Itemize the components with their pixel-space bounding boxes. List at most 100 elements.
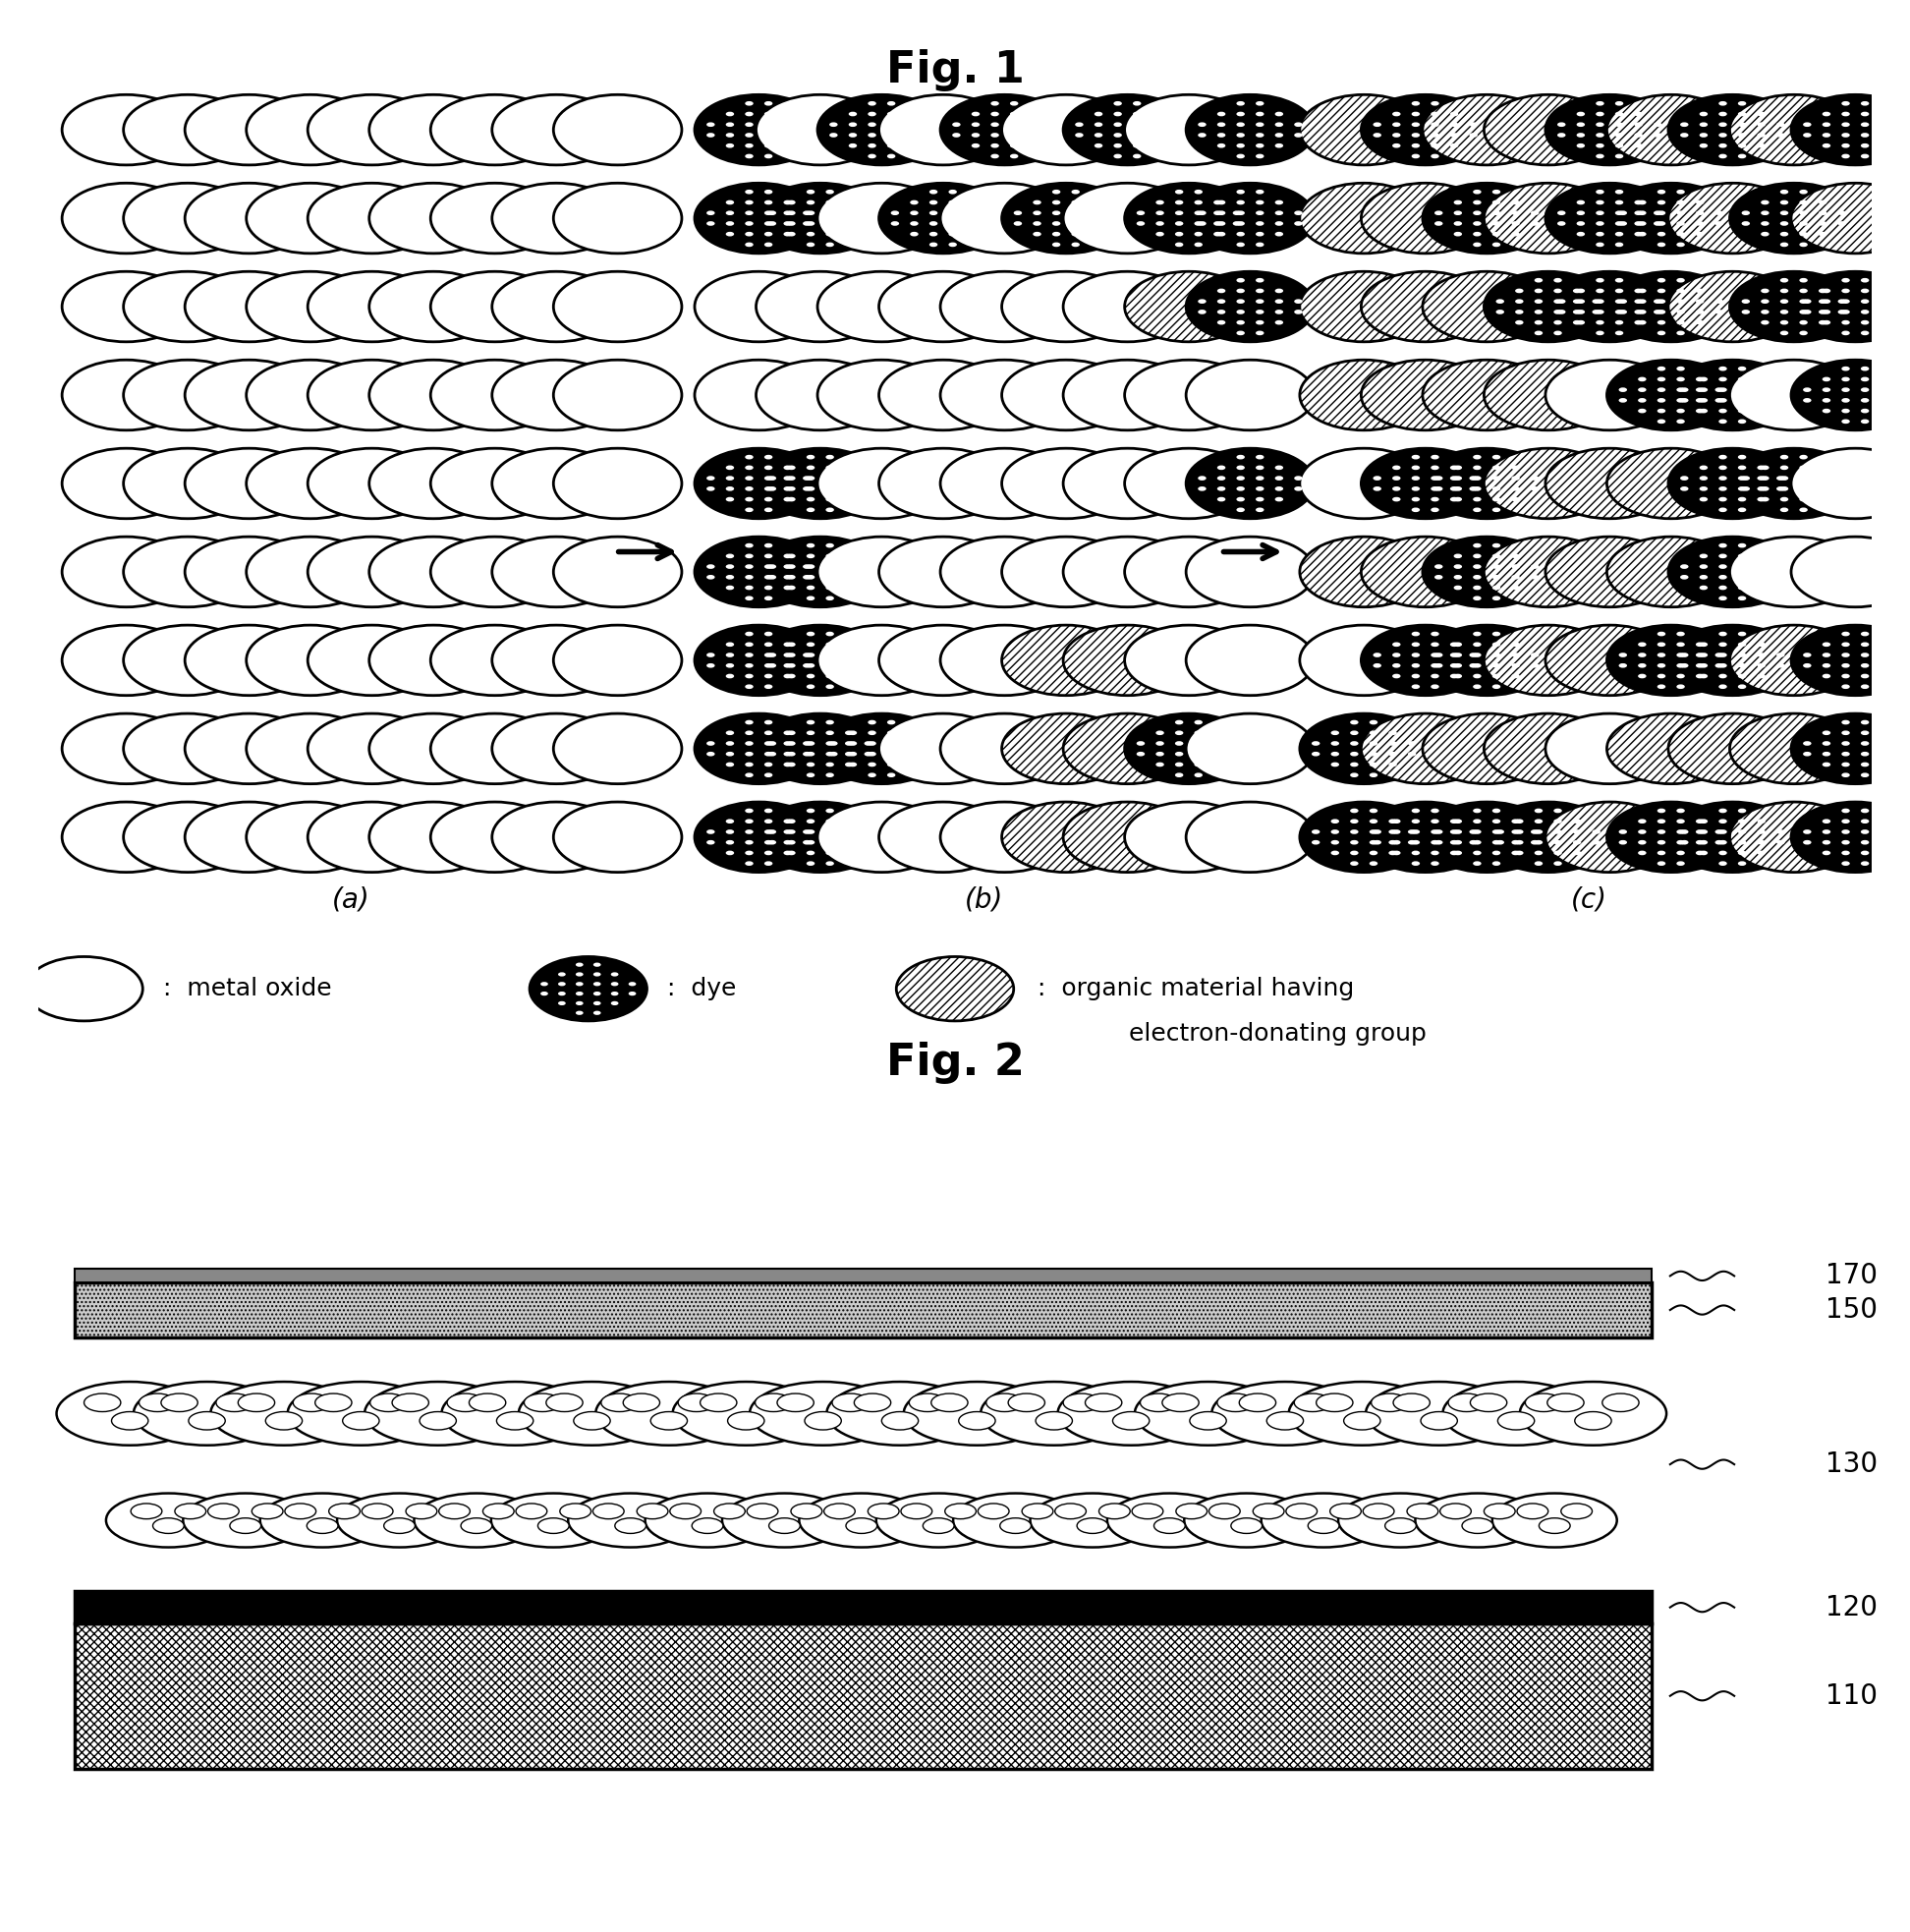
Ellipse shape xyxy=(1274,143,1284,149)
Ellipse shape xyxy=(1738,122,1746,128)
Ellipse shape xyxy=(802,211,812,214)
Ellipse shape xyxy=(1236,155,1245,158)
Ellipse shape xyxy=(745,585,753,589)
Ellipse shape xyxy=(764,222,774,226)
Ellipse shape xyxy=(493,537,621,607)
Ellipse shape xyxy=(1677,388,1685,392)
Ellipse shape xyxy=(1792,802,1910,871)
Ellipse shape xyxy=(1899,309,1908,315)
Ellipse shape xyxy=(844,840,854,844)
Ellipse shape xyxy=(802,576,812,580)
Ellipse shape xyxy=(1072,189,1079,193)
Ellipse shape xyxy=(695,802,823,871)
Ellipse shape xyxy=(185,448,313,518)
Ellipse shape xyxy=(1156,222,1163,226)
Ellipse shape xyxy=(844,730,854,736)
Ellipse shape xyxy=(787,752,796,755)
Ellipse shape xyxy=(1008,1393,1045,1412)
Ellipse shape xyxy=(1194,201,1203,205)
Ellipse shape xyxy=(745,808,753,813)
Ellipse shape xyxy=(1431,487,1438,491)
Ellipse shape xyxy=(1217,497,1226,502)
Ellipse shape xyxy=(1696,388,1704,392)
Ellipse shape xyxy=(1757,819,1765,823)
Ellipse shape xyxy=(1700,663,1708,668)
Ellipse shape xyxy=(1217,288,1226,294)
Ellipse shape xyxy=(1639,398,1646,402)
Ellipse shape xyxy=(863,663,873,668)
Ellipse shape xyxy=(764,742,774,746)
Ellipse shape xyxy=(787,211,796,214)
Ellipse shape xyxy=(1879,819,1889,823)
Ellipse shape xyxy=(787,232,796,236)
Ellipse shape xyxy=(1658,840,1666,844)
Ellipse shape xyxy=(1899,133,1908,137)
Ellipse shape xyxy=(756,95,884,164)
Ellipse shape xyxy=(1091,201,1098,205)
Ellipse shape xyxy=(879,537,1007,607)
Ellipse shape xyxy=(1860,408,1870,413)
Ellipse shape xyxy=(1213,742,1222,746)
Ellipse shape xyxy=(1730,448,1858,518)
Ellipse shape xyxy=(1681,475,1688,481)
Ellipse shape xyxy=(1803,752,1811,755)
Ellipse shape xyxy=(185,272,313,342)
Ellipse shape xyxy=(369,95,497,164)
Ellipse shape xyxy=(817,802,945,871)
Ellipse shape xyxy=(903,1381,1050,1445)
Ellipse shape xyxy=(1473,663,1482,668)
Ellipse shape xyxy=(1469,487,1478,491)
Ellipse shape xyxy=(124,448,252,518)
Ellipse shape xyxy=(1803,133,1811,137)
Ellipse shape xyxy=(1738,840,1746,844)
Ellipse shape xyxy=(1639,288,1646,294)
Ellipse shape xyxy=(707,653,714,657)
Ellipse shape xyxy=(1696,829,1704,835)
Ellipse shape xyxy=(1738,653,1746,657)
Ellipse shape xyxy=(1738,684,1746,690)
Ellipse shape xyxy=(1497,1412,1534,1430)
Ellipse shape xyxy=(1454,840,1461,844)
Ellipse shape xyxy=(61,272,191,342)
Ellipse shape xyxy=(1331,829,1339,835)
Ellipse shape xyxy=(833,1393,869,1412)
Ellipse shape xyxy=(1757,576,1765,580)
Ellipse shape xyxy=(972,133,980,137)
Ellipse shape xyxy=(1761,232,1769,236)
Ellipse shape xyxy=(1175,211,1184,214)
Ellipse shape xyxy=(369,713,497,784)
Ellipse shape xyxy=(1312,829,1320,835)
Text: :  metal oxide: : metal oxide xyxy=(162,978,332,1001)
Ellipse shape xyxy=(1841,763,1851,767)
Ellipse shape xyxy=(1593,299,1601,303)
Ellipse shape xyxy=(1454,585,1461,589)
Ellipse shape xyxy=(594,1010,602,1014)
Ellipse shape xyxy=(844,466,854,469)
Ellipse shape xyxy=(541,981,548,985)
Ellipse shape xyxy=(1135,1381,1282,1445)
Ellipse shape xyxy=(1658,819,1666,823)
Ellipse shape xyxy=(1431,454,1438,460)
Ellipse shape xyxy=(1454,641,1461,647)
Ellipse shape xyxy=(1299,448,1429,518)
Ellipse shape xyxy=(1879,674,1889,678)
Ellipse shape xyxy=(369,359,497,431)
Ellipse shape xyxy=(695,537,823,607)
Ellipse shape xyxy=(707,829,714,835)
Ellipse shape xyxy=(1719,819,1727,823)
Ellipse shape xyxy=(787,829,796,835)
Ellipse shape xyxy=(1369,840,1377,844)
Bar xyxy=(74,1623,1652,1768)
Ellipse shape xyxy=(1792,359,1910,431)
Ellipse shape xyxy=(1595,309,1604,315)
Ellipse shape xyxy=(1389,752,1396,755)
Ellipse shape xyxy=(1899,299,1908,303)
Ellipse shape xyxy=(1175,242,1184,247)
Ellipse shape xyxy=(802,752,812,755)
Ellipse shape xyxy=(1700,133,1708,137)
Ellipse shape xyxy=(1667,713,1797,784)
Ellipse shape xyxy=(1198,133,1207,137)
Ellipse shape xyxy=(1742,475,1750,481)
Ellipse shape xyxy=(1492,242,1501,247)
Ellipse shape xyxy=(1639,321,1646,325)
